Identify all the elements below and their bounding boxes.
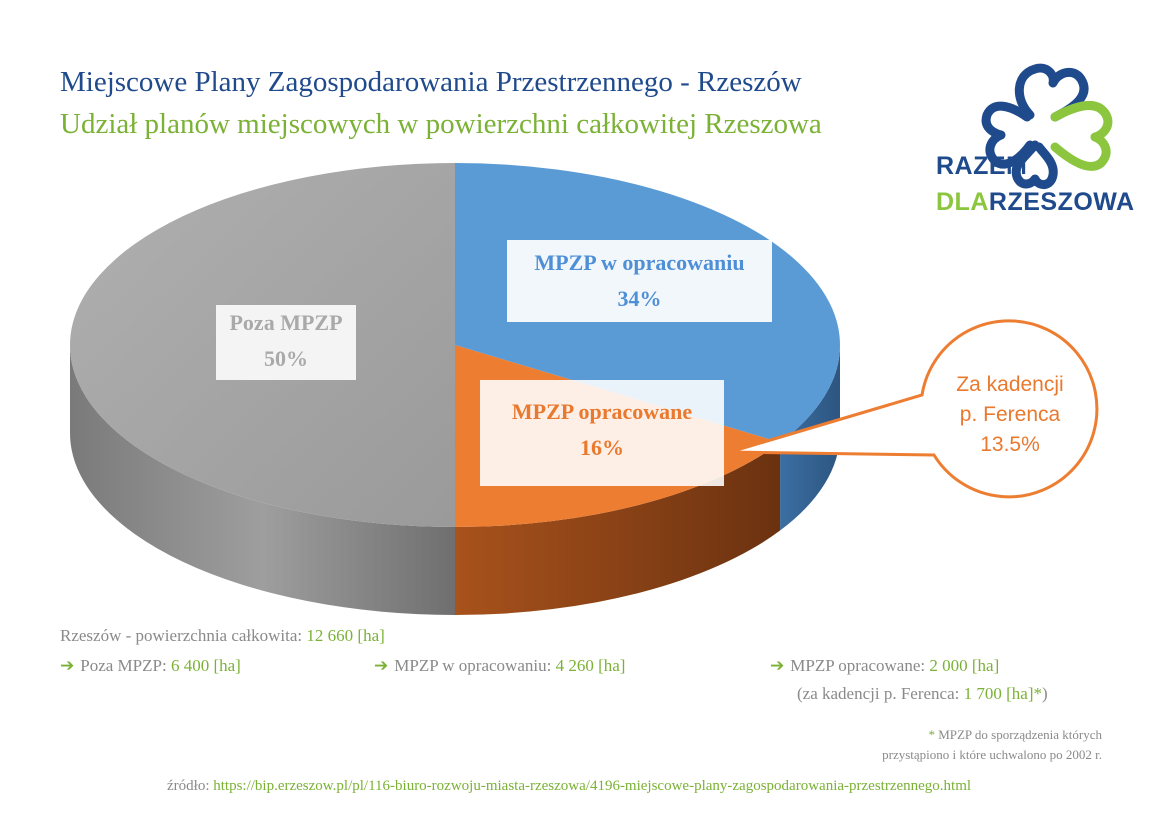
footnote-line2: przystąpiono i które uchwalono po 2002 r… [882, 747, 1102, 762]
callout-value: 13.5% [980, 433, 1040, 456]
footnote-line1: * MPZP do sporządzenia których [928, 727, 1102, 742]
arrow-icon: ➔ [770, 656, 785, 676]
slice-label-mpzp-w-opracowaniu: MPZP w opracowaniu 34% [507, 240, 772, 322]
chart-subtitle: Udział planów miejscowych w powierzchni … [60, 108, 822, 140]
info-opracowane: ➔ MPZP opracowane: 2 000 [ha] [770, 656, 1000, 676]
logo-text-razem: RAZEM [936, 152, 1028, 180]
pie-slice-mpzp-opracowane-side [455, 442, 781, 615]
slice-label-mpzp-opracowane: MPZP opracowane 16% [480, 380, 724, 486]
slice-label-opr-name: MPZP opracowane [511, 399, 693, 424]
arrow-icon: ➔ [60, 656, 75, 676]
chart-title: Miejscowe Plany Zagospodarowania Przestr… [60, 66, 802, 98]
arrow-icon: ➔ [374, 656, 389, 676]
callout-line2: p. Ferenca [959, 403, 1061, 426]
callout-text: Za kadencji p. Ferenca 13.5% [930, 370, 1090, 460]
slice-label-poza-name: Poza MPZP [229, 310, 343, 335]
slice-label-wopr-name: MPZP w opracowaniu [534, 250, 745, 275]
info-w-opracowaniu: ➔ MPZP w opracowaniu: 4 260 [ha] [374, 656, 626, 676]
pie-slice-poza-mpzp-side [70, 345, 455, 615]
slice-label-opr-percent: 16% [580, 435, 624, 460]
four-heart-clover-icon [981, 63, 1113, 189]
slice-label-poza-percent: 50% [264, 346, 308, 371]
logo-text-dla-rzeszowa: DLARZESZOWA [936, 188, 1135, 216]
source-link[interactable]: https://bip.erzeszow.pl/pl/116-biuro-roz… [213, 778, 972, 794]
info-ferenc: (za kadencji p. Ferenca: 1 700 [ha]*) [797, 684, 1048, 703]
slice-label-wopr-percent: 34% [617, 286, 662, 311]
info-total: Rzeszów - powierzchnia całkowita: 12 660… [60, 626, 385, 645]
slice-label-poza-mpzp: Poza MPZP 50% [216, 305, 356, 380]
info-poza: ➔ Poza MPZP: 6 400 [ha] [60, 656, 241, 676]
source-line: źródło: https://bip.erzeszow.pl/pl/116-b… [167, 778, 972, 794]
callout-bubble [729, 319, 1099, 499]
callout-line1: Za kadencji [956, 373, 1064, 396]
